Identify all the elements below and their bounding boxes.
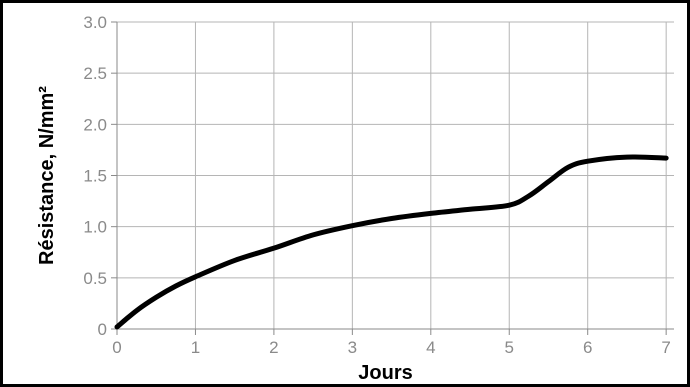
x-tick-label: 2: [269, 338, 278, 357]
x-tick-label: 4: [426, 338, 435, 357]
y-tick-label: 2.0: [83, 115, 107, 134]
line-chart: 0 1 2 3 4 5 6 7 0 0.5 1.0 1.5 2.0 2.5 3.0 Jours Résist…: [36, 13, 674, 384]
series-line: [114, 154, 669, 330]
series-group: [114, 154, 669, 330]
x-tick-label: 3: [348, 338, 357, 357]
y-tick-label: 0: [98, 320, 107, 339]
y-tick-label: 0.5: [83, 269, 107, 288]
gridlines: [117, 21, 674, 329]
x-tick-label: 6: [583, 338, 592, 357]
y-tick-label: 1.5: [83, 167, 107, 186]
axes: [111, 21, 674, 335]
y-tick-label: 2.5: [83, 64, 107, 83]
tick-labels: 0 1 2 3 4 5 6 7 0 0.5 1.0 1.5 2.0 2.5 3.0: [83, 13, 671, 357]
x-tick-label: 5: [505, 338, 514, 357]
x-tick-label: 1: [191, 338, 200, 357]
y-tick-label: 1.0: [83, 218, 107, 237]
x-tick-label: 0: [112, 338, 121, 357]
y-tick-label: 3.0: [83, 13, 107, 32]
x-axis-title: Jours: [358, 362, 412, 384]
x-tick-label: 7: [661, 338, 670, 357]
y-axis-title: Résistance, N/mm²: [36, 86, 58, 265]
